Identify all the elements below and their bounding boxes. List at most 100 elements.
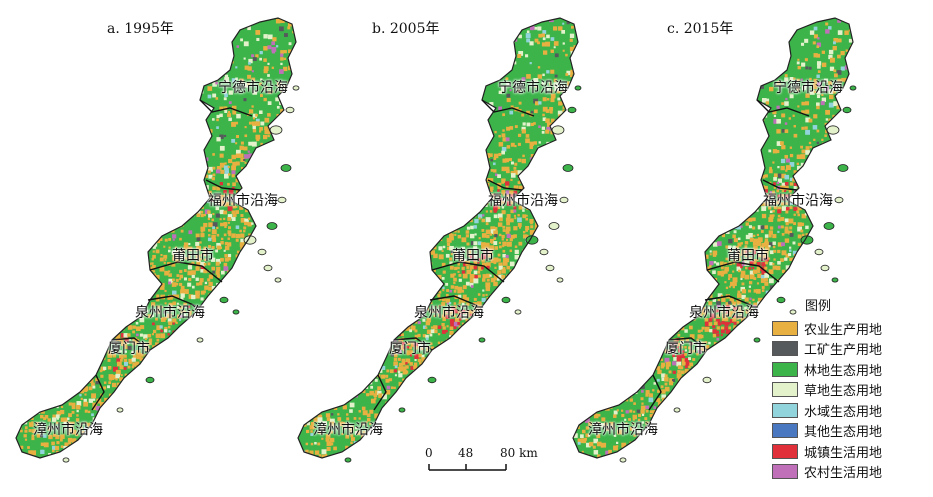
city-boundary	[762, 179, 798, 191]
city-boundary	[111, 337, 151, 351]
city-boundary	[704, 295, 754, 307]
coastline	[572, 17, 854, 459]
legend-item: 农业生产用地	[772, 318, 882, 339]
city-boundary	[393, 337, 433, 351]
island	[285, 106, 295, 114]
city-boundary	[373, 374, 387, 411]
coastal-map-1995	[15, 17, 300, 463]
legend-item: 农村生活用地	[772, 462, 882, 483]
legend-swatch	[772, 361, 798, 377]
label-putian: 莆田市	[452, 248, 494, 264]
label-zhangzhou: 漳州市沿海	[33, 422, 103, 438]
forest-base-area	[573, 18, 853, 458]
island	[619, 457, 627, 463]
island	[556, 277, 564, 283]
city-boundary	[481, 99, 535, 117]
island	[539, 248, 549, 256]
island	[849, 85, 857, 91]
scale-tick-80: 80 km	[500, 446, 538, 460]
panel-title: c. 2015年	[667, 21, 734, 37]
label-fuzhou: 福州市沿海	[488, 193, 558, 209]
label-putian: 莆田市	[727, 248, 769, 264]
island	[559, 196, 569, 204]
legend-item: 城镇生活用地	[772, 441, 882, 462]
city-boundary	[431, 261, 505, 283]
label-fuzhou: 福州市沿海	[763, 193, 833, 209]
island	[823, 222, 835, 230]
island	[257, 248, 267, 256]
island	[196, 337, 204, 343]
label-ningde: 宁德市沿海	[773, 80, 843, 96]
legend-label: 林地生态用地	[804, 363, 883, 379]
legend-swatch	[772, 443, 798, 459]
island	[277, 196, 287, 204]
legend-swatch	[772, 382, 798, 398]
label-putian: 莆田市	[172, 248, 214, 264]
legend: 图例 农业生产用地 工矿生产用地 林地生态用地 草地生态用地 水域生态用地 其他生态用地城…	[772, 295, 882, 482]
coastal-map-2015	[572, 17, 857, 463]
panel-title: b. 2005年	[372, 21, 440, 37]
coastline	[15, 17, 297, 459]
map-panel-1995: a. 1995年 宁德市沿海 福州市沿海 莆田市 泉州市沿海 厦门市 漳州市沿海	[0, 0, 300, 497]
legend-item: 林地生态用地	[772, 359, 882, 380]
island	[501, 296, 511, 304]
city-boundary	[91, 374, 105, 411]
island	[789, 309, 797, 315]
legend-label: 城镇生活用地	[804, 445, 883, 461]
island	[145, 376, 155, 384]
island	[219, 296, 229, 304]
legend-swatch	[772, 464, 798, 480]
label-ningde: 宁德市沿海	[498, 80, 568, 96]
city-boundary	[429, 295, 479, 307]
scale-tick-0: 0	[425, 446, 433, 460]
island	[548, 222, 560, 230]
legend-label: 其他生态用地	[804, 425, 883, 441]
label-quanzhou: 泉州市沿海	[414, 305, 484, 321]
island	[776, 296, 786, 304]
island	[702, 376, 712, 384]
island	[514, 309, 522, 315]
island	[814, 248, 824, 256]
island	[834, 196, 844, 204]
island	[398, 407, 406, 413]
city-boundary	[149, 261, 223, 283]
island	[831, 277, 839, 283]
island	[280, 164, 292, 172]
label-quanzhou: 泉州市沿海	[689, 305, 759, 321]
city-boundary	[205, 179, 241, 191]
island	[269, 125, 283, 135]
island	[820, 264, 830, 272]
city-boundary	[756, 99, 810, 117]
island	[427, 376, 437, 384]
legend-swatch	[772, 402, 798, 418]
map-panel-2005: b. 2005年 宁德市沿海 福州市沿海 莆田市 泉州市沿海 厦门市 漳州市沿海	[282, 0, 582, 497]
legend-label: 草地生态用地	[804, 384, 883, 400]
city-boundary	[199, 99, 253, 117]
legend-items: 农业生产用地 工矿生产用地 林地生态用地 草地生态用地 水域生态用地 其他生态用地 城镇生活…	[772, 318, 882, 482]
island	[545, 264, 555, 272]
legend-swatch	[772, 423, 798, 439]
island	[274, 277, 282, 283]
island	[673, 407, 681, 413]
island	[826, 125, 840, 135]
label-ningde: 宁德市沿海	[218, 80, 288, 96]
island	[837, 164, 849, 172]
label-xiamen: 厦门市	[108, 341, 150, 357]
island	[116, 407, 124, 413]
island	[62, 457, 70, 463]
island	[232, 309, 240, 315]
label-quanzhou: 泉州市沿海	[135, 305, 205, 321]
legend-item: 工矿生产用地	[772, 339, 882, 360]
scale-tick-48: 48	[458, 446, 474, 460]
island	[344, 457, 352, 463]
legend-label: 工矿生产用地	[804, 343, 883, 359]
city-boundary	[668, 337, 708, 351]
label-xiamen: 厦门市	[389, 341, 431, 357]
legend-swatch	[772, 341, 798, 357]
label-xiamen: 厦门市	[665, 341, 707, 357]
label-zhangzhou: 漳州市沿海	[313, 422, 383, 438]
legend-title: 图例	[805, 299, 832, 314]
city-boundary	[147, 295, 197, 307]
map-panel-2015: c. 2015年 宁德市沿海 福州市沿海 莆田市 泉州市沿海 厦门市 漳州市沿海	[557, 0, 857, 497]
island	[567, 106, 577, 114]
